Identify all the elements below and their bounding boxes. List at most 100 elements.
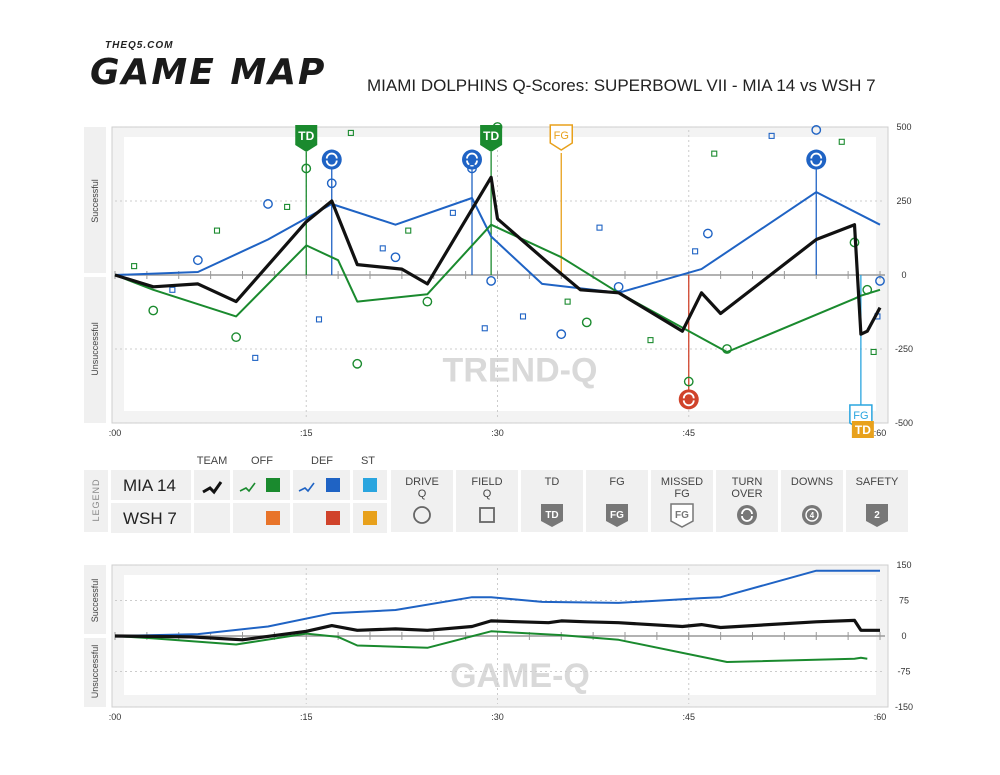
trend-q-series-team xyxy=(114,175,882,336)
trend-q-series-off xyxy=(114,223,881,353)
fg-badge-icon: FG xyxy=(606,504,628,527)
game-q-y-tick-label: 75 xyxy=(899,596,909,606)
trend-q-field-point xyxy=(379,245,386,252)
trend-q-field-point xyxy=(449,209,456,216)
game-q-x-tick-label: :45 xyxy=(682,712,695,722)
trend-q-opp-td-badge-label: TD xyxy=(855,423,871,437)
team-name-mia: MIA 14 xyxy=(123,476,176,495)
legend-downs-glyph: 4 xyxy=(810,511,815,520)
legend-col-team: TEAM xyxy=(196,455,228,467)
trend-q-field-point xyxy=(519,313,527,320)
legend-turnover-shape xyxy=(737,505,757,525)
trend-q-successful-band xyxy=(84,127,106,273)
trend-q-y-tick-label: -500 xyxy=(895,418,913,428)
trend-q-ylabel-top: Successful xyxy=(90,179,100,223)
trend-q-field-point xyxy=(347,129,354,136)
game-q-x-tick-label: :60 xyxy=(874,712,887,722)
downs-icon: 4 xyxy=(802,505,822,525)
trend-q-drive-point xyxy=(486,276,497,286)
trend-q-drive-point xyxy=(875,276,885,286)
legend-item-label: TD xyxy=(544,476,560,488)
trend-q-turnover-arrows xyxy=(810,152,823,167)
trend-q-fg-badge-icon xyxy=(549,124,573,151)
trend-q-turnover-arrows xyxy=(466,152,478,167)
trend-q-opp-fg-badge-label: FG xyxy=(853,410,868,422)
trend-q-x-tick-label: :30 xyxy=(491,428,504,438)
trend-q-drive-point xyxy=(467,163,477,174)
game-q-successful-band xyxy=(84,565,106,634)
trend-q-drive-point xyxy=(326,178,337,189)
circle-outline-icon xyxy=(413,506,431,524)
trend-q-chart: Successful Unsuccessful TREND-Q 500 250 0 -250… xyxy=(84,122,913,438)
trend-q-y-tick-label: 0 xyxy=(901,270,906,280)
trend-q-field-point xyxy=(596,224,603,231)
legend-badge-glyph: TD xyxy=(545,510,558,521)
legend-badge-glyph: FG xyxy=(610,510,624,521)
trend-q-series-def xyxy=(114,191,881,294)
team-name-wsh: WSH 7 xyxy=(123,509,177,528)
game-q-x-tick-label: :30 xyxy=(491,712,504,722)
legend-team-mia xyxy=(194,470,230,500)
trend-q-field-point xyxy=(284,203,291,210)
trend-q-opp-turnover-icon xyxy=(678,389,699,410)
legend-st-swatch-mia xyxy=(363,478,377,492)
game-q-series-off xyxy=(114,630,868,663)
missed-fg-badge-icon: FG xyxy=(670,503,694,528)
trend-q-field-point xyxy=(564,298,571,305)
legend-item-label: MISSED xyxy=(660,476,704,488)
trend-q-field-point xyxy=(838,138,845,145)
trend-q-field-point xyxy=(213,227,221,234)
game-q-y-tick-label: 0 xyxy=(901,631,906,641)
trend-q-turnover-icon xyxy=(321,149,342,170)
legend-square-shape xyxy=(479,507,495,523)
legend-col-off: OFF xyxy=(251,455,273,467)
legend-item-label: FG xyxy=(674,488,690,500)
legend-def-swatch-mia xyxy=(326,478,340,492)
trend-q-turnover-icon xyxy=(462,149,482,170)
trend-q-drive-point xyxy=(702,228,713,239)
trend-q-frame: Successful Unsuccessful TREND-Q 500 250 0 -250… xyxy=(84,122,913,438)
legend-off-swatch-mia xyxy=(266,478,280,492)
trend-q-field-point xyxy=(405,227,412,234)
game-q-ylabel-bottom: Unsuccessful xyxy=(90,645,100,699)
trend-q-watermark: TREND-Q xyxy=(443,352,598,390)
legend-item-label: SAFETY xyxy=(855,476,899,488)
legend-badge-glyph: 2 xyxy=(874,510,880,521)
legend-item-label: TURN xyxy=(731,476,763,488)
game-q-y-tick-label: -150 xyxy=(895,702,913,712)
legend-item-missed-fg-badge: MISSED FG FG xyxy=(651,470,713,532)
legend-badge-shape xyxy=(606,504,628,527)
trend-q-field-point xyxy=(252,354,259,361)
game-q-series-team xyxy=(114,618,880,642)
game-q-series-def xyxy=(114,569,880,637)
legend-off-mia xyxy=(233,470,290,500)
trend-q-unsuccessful-band xyxy=(84,277,106,423)
legend-item-label: Q xyxy=(482,488,492,500)
trend-q-drive-point xyxy=(352,358,363,369)
legend-badge-shape xyxy=(541,504,563,527)
legend-item-label: FG xyxy=(609,476,625,488)
trend-q-td-badge-label: TD xyxy=(298,129,314,143)
legend-col-st: ST xyxy=(360,455,376,467)
td-badge-icon: TD xyxy=(541,504,563,527)
legend-item-safety-badge: SAFETY 2 xyxy=(846,470,908,532)
square-outline-icon xyxy=(479,507,495,523)
legend: LEGEND MIA 14 WSH 7 TEAM OFF DEF ST DRIV… xyxy=(84,452,908,536)
legend-downs-shape xyxy=(802,505,822,525)
legend-badge-shape xyxy=(866,504,888,527)
legend-st-swatch-wsh xyxy=(363,511,377,525)
legend-swatches xyxy=(202,481,315,495)
trend-q-drive-point xyxy=(192,255,203,266)
trend-q-drive-point xyxy=(811,125,822,135)
team-row-mia: MIA 14 xyxy=(111,470,191,500)
trend-q-x-tick-label: :00 xyxy=(109,428,122,438)
trend-q-x-tick-label: :45 xyxy=(682,428,695,438)
legend-item-circle-outline: DRIVE Q xyxy=(391,470,453,532)
game-q-y-tick-label: -75 xyxy=(897,667,910,677)
legend-item-label: FIELD xyxy=(471,476,503,488)
trend-q-turnover-arrows xyxy=(325,152,338,167)
legend-missed-fg-shape xyxy=(670,503,694,528)
trend-q-x-tick-label: :60 xyxy=(874,428,887,438)
brand-logo: GAME MAP xyxy=(90,52,327,93)
